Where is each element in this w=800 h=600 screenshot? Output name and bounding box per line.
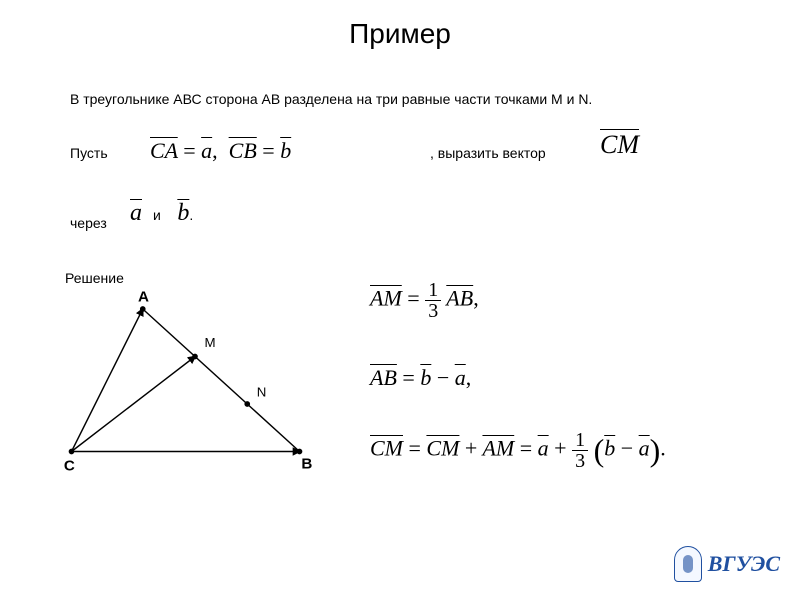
edge-CM [72, 357, 196, 452]
point-N: N [257, 384, 267, 399]
solution-label: Решение [65, 270, 124, 286]
slide-title: Пример [0, 0, 800, 50]
point-M: M [205, 335, 216, 350]
equation-2: AB = b − a, [370, 365, 471, 391]
let-word: Пусть [70, 145, 108, 161]
vertex-B: В [301, 456, 312, 473]
vertex-C: C [64, 458, 75, 475]
equation-3: CM = CM + AM = a + 13 (b − a). [370, 430, 666, 471]
express-word: , выразить вектор [430, 145, 546, 161]
through-vars: a и b. [130, 200, 193, 227]
edge-AB [143, 309, 300, 452]
given-equations: CA = a, CB = b [150, 138, 291, 164]
logo: ВГУЭС [674, 546, 780, 582]
equation-1: AM = 13 AB, [370, 280, 479, 321]
edge-CA [72, 309, 143, 452]
triangle-diagram: A В C M N [55, 290, 335, 480]
logo-text: ВГУЭС [708, 551, 780, 577]
logo-icon [674, 546, 702, 582]
vertex-A: A [138, 290, 149, 305]
target-vector: CM [600, 130, 639, 160]
problem-line1: В треугольнике АВС сторона АВ разделена … [70, 90, 720, 110]
through-word: через [70, 215, 107, 231]
